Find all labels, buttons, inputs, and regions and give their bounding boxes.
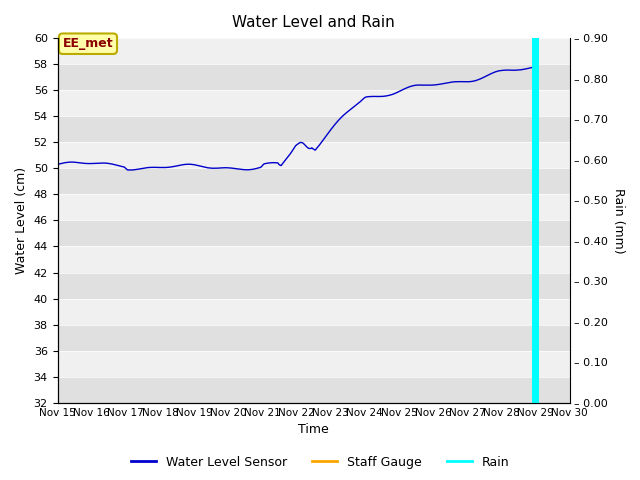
Legend: Water Level Sensor, Staff Gauge, Rain: Water Level Sensor, Staff Gauge, Rain xyxy=(125,451,515,474)
Bar xyxy=(58,116,570,142)
Bar xyxy=(58,142,570,168)
Bar xyxy=(58,90,570,116)
Text: EE_met: EE_met xyxy=(63,37,113,50)
Y-axis label: Water Level (cm): Water Level (cm) xyxy=(15,167,28,274)
Bar xyxy=(58,247,570,273)
Y-axis label: Rain (mm): Rain (mm) xyxy=(612,188,625,253)
X-axis label: Time: Time xyxy=(298,423,329,436)
Bar xyxy=(58,377,570,403)
Bar xyxy=(58,220,570,247)
Bar xyxy=(58,38,570,64)
Bar xyxy=(58,299,570,324)
Bar xyxy=(58,273,570,299)
Bar xyxy=(58,351,570,377)
Bar xyxy=(58,194,570,220)
Bar xyxy=(58,324,570,351)
Bar xyxy=(58,64,570,90)
Bar xyxy=(58,168,570,194)
Title: Water Level and Rain: Water Level and Rain xyxy=(232,15,395,30)
